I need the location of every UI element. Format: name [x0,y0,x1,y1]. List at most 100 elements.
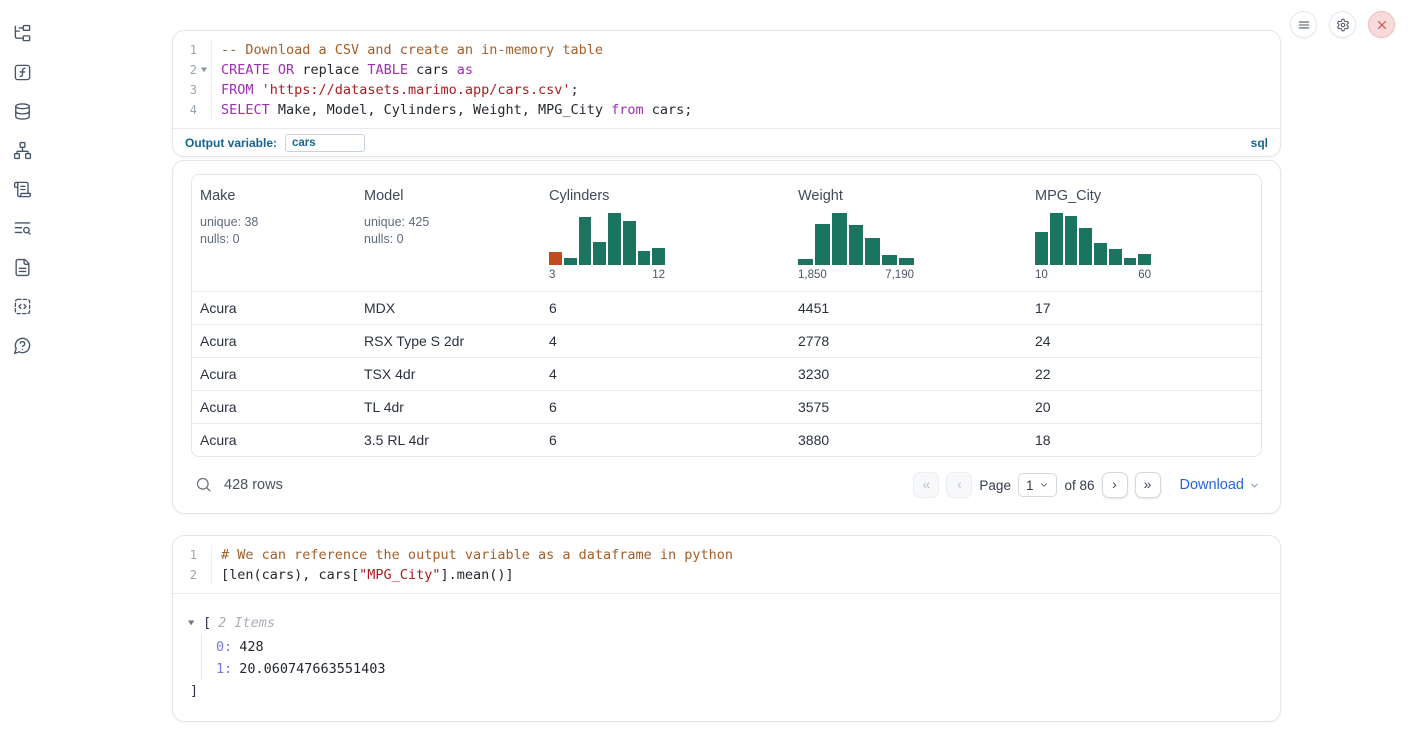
histogram-bar [608,213,621,265]
entry-index: 0: [216,639,232,655]
column-header-cylinders[interactable]: Cylinders 312 [541,175,790,291]
documentation-icon[interactable] [11,256,33,278]
output-variable-label: Output variable: [185,136,277,150]
language-badge: sql [1251,136,1268,150]
entry-value: 428 [239,639,263,655]
column-header-model[interactable]: Modelunique: 425nulls: 0 [356,175,541,291]
table-footer: 428 rows « ‹ Page 1 of 86 › » Download [191,457,1262,513]
table-cell: MDX [356,292,541,324]
notebook: 1-- Download a CSV and create an in-memo… [172,30,1281,722]
sidebar [0,0,44,729]
table-cell: 18 [1027,424,1261,456]
code-token: FROM [221,82,254,98]
sql-code-editor[interactable]: 1-- Download a CSV and create an in-memo… [173,31,1280,128]
table-cell: Acura [192,424,356,456]
table-cell: 3230 [790,358,1027,390]
output-variable-input[interactable]: cars [285,134,365,152]
table-row: Acura3.5 RL 4dr6388018 [192,423,1261,456]
code-token: SELECT [221,102,270,118]
table-cell: 22 [1027,358,1261,390]
column-header-mpg_city[interactable]: MPG_City1060 [1027,175,1261,291]
entry-index: 1: [216,661,232,677]
histogram-bar [798,259,813,265]
histogram-bar [1065,216,1078,265]
prev-page-button[interactable]: ‹ [946,472,972,498]
search-icon[interactable] [195,476,213,494]
column-name: MPG_City [1035,188,1253,204]
histogram-bar [1138,254,1151,265]
file-explorer-icon[interactable] [11,22,33,44]
code-token: cars; [644,102,693,118]
column-name: Cylinders [549,188,782,204]
settings-icon[interactable] [1329,11,1356,38]
column-stat: unique: 425 [364,214,533,231]
histogram-bar [899,258,914,265]
sql-cell: 1-- Download a CSV and create an in-memo… [172,30,1281,514]
table-row: AcuraTSX 4dr4323022 [192,357,1261,390]
column-stat: nulls: 0 [200,231,348,248]
table-cell: 6 [541,424,790,456]
code-text: CREATE OR replace TABLE cars as [211,60,1280,80]
scratchpad-icon[interactable] [11,178,33,200]
next-page-button[interactable]: › [1102,472,1128,498]
code-line: 1# We can reference the output variable … [173,545,1280,565]
list-entry: 0: 428 [216,636,1264,658]
sql-editor-card: 1-- Download a CSV and create an in-memo… [172,30,1281,157]
snippets-icon[interactable] [11,295,33,317]
histogram-bar [832,213,847,265]
list-output-header: ▼ [ 2 Items [190,612,1264,634]
last-page-button[interactable]: » [1135,472,1161,498]
column-header-make[interactable]: Makeunique: 38nulls: 0 [192,175,356,291]
column-histogram: 1,8507,190 [798,213,914,281]
dependency-graph-icon[interactable] [11,139,33,161]
table-cell: 17 [1027,292,1261,324]
table-cell: 3880 [790,424,1027,456]
help-icon[interactable] [11,334,33,356]
histogram-range: 312 [549,269,665,281]
histogram-bars [798,213,914,265]
list-entries: 0: 428 1: 20.060747663551403 [201,634,1264,680]
table-cell: 6 [541,391,790,423]
line-number: 1 [173,545,197,565]
histogram-bar [1035,232,1048,265]
code-token: CREATE [221,62,270,78]
close-bracket: ] [190,681,1264,701]
histogram-bar [638,251,651,265]
python-cell: 1# We can reference the output variable … [172,535,1281,722]
collapse-chevron-icon[interactable]: ▼ [188,612,205,634]
code-line: 2[len(cars), cars["MPG_City"].mean()] [173,565,1280,585]
histogram-bar [849,225,864,265]
functions-icon[interactable] [11,61,33,83]
column-header-weight[interactable]: Weight1,8507,190 [790,175,1027,291]
code-token: ; [571,82,579,98]
histogram-bar [1094,243,1107,265]
code-token: [len(cars), cars[ [221,567,359,583]
entry-value: 20.060747663551403 [239,661,385,677]
column-histogram: 312 [549,213,665,281]
logs-icon[interactable] [11,217,33,239]
line-number: 3 [173,80,197,100]
table-cell: 4 [541,358,790,390]
python-code-editor[interactable]: 1# We can reference the output variable … [173,536,1280,593]
datasources-icon[interactable] [11,100,33,122]
code-token: replace [294,62,367,78]
menu-icon[interactable] [1290,11,1317,38]
close-icon[interactable] [1368,11,1395,38]
histogram-bar [1079,228,1092,265]
histogram-bar [1109,249,1122,265]
table-cell: Acura [192,292,356,324]
row-count: 428 rows [224,477,283,493]
download-button[interactable]: Download [1180,477,1261,493]
code-text: [len(cars), cars["MPG_City"].mean()] [211,565,1280,585]
fold-chevron-icon[interactable]: ▼ [195,60,213,80]
column-stat: nulls: 0 [364,231,533,248]
page-label: Page [979,478,1011,493]
first-page-button[interactable]: « [913,472,939,498]
histogram-bar [1124,258,1137,265]
list-entry: 1: 20.060747663551403 [216,658,1264,680]
list-output: ▼ [ 2 Items 0: 428 1: 20.060747663551403 ] [173,594,1280,721]
histogram-bars [549,213,665,265]
page-select[interactable]: 1 [1018,473,1058,497]
histogram-bar [815,224,830,265]
code-token: 'https://datasets.marimo.app/cars.csv' [262,82,571,98]
